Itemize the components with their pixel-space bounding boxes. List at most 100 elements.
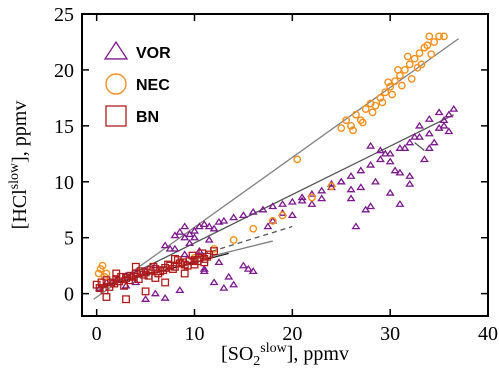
nec-data-point bbox=[358, 118, 367, 127]
bn-data-point bbox=[134, 275, 143, 284]
bn-data-point bbox=[159, 266, 168, 275]
vor-data-point bbox=[214, 258, 224, 266]
vor-data-point bbox=[180, 250, 190, 258]
vor-data-point bbox=[385, 149, 395, 157]
vor-data-point bbox=[170, 244, 180, 252]
vor-data-point bbox=[258, 205, 268, 213]
plot-frame bbox=[81, 13, 489, 317]
y-tick-label: 10 bbox=[54, 172, 74, 194]
nec-data-point bbox=[384, 78, 393, 87]
vor-data-point bbox=[429, 138, 439, 146]
legend-nec-label: NEC bbox=[136, 77, 170, 94]
vor-data-point bbox=[366, 202, 376, 210]
x-tick-label: 20 bbox=[282, 323, 302, 345]
vor-data-point bbox=[317, 186, 327, 194]
nec-data-point bbox=[403, 52, 412, 61]
legend-vor-marker bbox=[103, 40, 129, 60]
vor-data-point bbox=[424, 144, 434, 151]
x-tick-label: 40 bbox=[478, 323, 498, 345]
vor-data-point bbox=[248, 207, 258, 215]
vor-data-point bbox=[150, 289, 160, 297]
bn-data-point bbox=[110, 279, 119, 288]
bn-data-point bbox=[141, 287, 150, 296]
nec-data-point bbox=[342, 116, 351, 125]
vor-data-point bbox=[268, 202, 278, 210]
fit-line bbox=[209, 240, 273, 258]
vor-data-point bbox=[361, 205, 371, 213]
nec-data-point bbox=[386, 82, 395, 91]
nec-data-point bbox=[376, 93, 385, 102]
nec-data-point bbox=[349, 126, 357, 135]
vor-data-point bbox=[395, 199, 405, 207]
nec-data-point bbox=[337, 124, 346, 132]
vor-data-point bbox=[375, 146, 385, 154]
vor-data-point bbox=[395, 144, 405, 151]
vor-data-point bbox=[370, 177, 380, 185]
vor-data-point bbox=[395, 168, 405, 176]
vor-data-point bbox=[449, 104, 459, 112]
vor-data-point bbox=[434, 108, 444, 116]
vor-data-point bbox=[185, 239, 195, 247]
vor-data-point bbox=[180, 222, 190, 230]
vor-data-point bbox=[424, 114, 434, 122]
nec-data-point bbox=[394, 66, 402, 74]
vor-data-point bbox=[175, 227, 185, 235]
nec-data-point bbox=[423, 41, 432, 50]
nec-data-point bbox=[308, 193, 316, 202]
nec-data-point bbox=[94, 269, 103, 278]
vor-data-point bbox=[170, 231, 180, 239]
nec-data-point bbox=[268, 217, 277, 225]
vor-data-point bbox=[385, 188, 395, 196]
vor-data-point bbox=[209, 278, 219, 286]
vor-data-point bbox=[405, 138, 415, 146]
bn-data-point bbox=[170, 255, 179, 263]
y-tick-label: 25 bbox=[54, 4, 74, 26]
bn-data-point bbox=[188, 251, 197, 260]
vor-data-point bbox=[204, 235, 214, 243]
vor-data-point bbox=[190, 233, 200, 241]
vor-data-point bbox=[346, 172, 356, 179]
bn-data-point bbox=[210, 247, 219, 256]
vor-data-point bbox=[380, 149, 390, 157]
nec-data-point bbox=[400, 66, 409, 74]
vor-data-point bbox=[351, 222, 361, 230]
nec-data-point bbox=[398, 81, 406, 90]
nec-data-point bbox=[415, 49, 424, 58]
bn-data-point bbox=[151, 274, 160, 282]
nec-data-point bbox=[435, 32, 443, 41]
vor-data-point bbox=[385, 157, 395, 165]
nec-data-point bbox=[356, 116, 365, 125]
fit-line bbox=[414, 142, 425, 151]
vor-data-point bbox=[229, 213, 239, 221]
vor-data-point bbox=[278, 199, 288, 207]
nec-data-point bbox=[249, 224, 258, 233]
vor-data-point bbox=[415, 132, 425, 140]
nec-data-point bbox=[229, 236, 238, 244]
y-tick-label: 5 bbox=[64, 228, 74, 250]
vor-data-point bbox=[141, 295, 151, 302]
y-tick-label: 0 bbox=[64, 284, 74, 306]
vor-data-point bbox=[199, 220, 209, 228]
bn-data-point bbox=[164, 260, 173, 269]
vor-data-point bbox=[366, 160, 376, 168]
vor-data-point bbox=[415, 121, 425, 129]
y-tick-label: 20 bbox=[54, 60, 74, 82]
vor-data-point bbox=[390, 166, 400, 174]
vor-data-point bbox=[243, 264, 253, 272]
vor-data-point bbox=[317, 194, 327, 202]
bn-data-point bbox=[169, 265, 177, 273]
nec-data-point bbox=[427, 50, 436, 59]
vor-data-point bbox=[190, 226, 200, 234]
nec-data-point bbox=[405, 60, 414, 69]
nec-data-point bbox=[347, 121, 355, 130]
bn-data-point bbox=[180, 269, 189, 278]
legend-vor-label: VOR bbox=[136, 45, 171, 62]
vor-data-point bbox=[219, 216, 229, 224]
legend-bn-marker bbox=[105, 105, 127, 127]
x-axis-label: [SO2slow], ppmv bbox=[221, 341, 349, 369]
legend: VOR NEC BN bbox=[103, 40, 171, 127]
vor-data-point bbox=[336, 177, 346, 185]
vor-data-point bbox=[405, 172, 415, 179]
